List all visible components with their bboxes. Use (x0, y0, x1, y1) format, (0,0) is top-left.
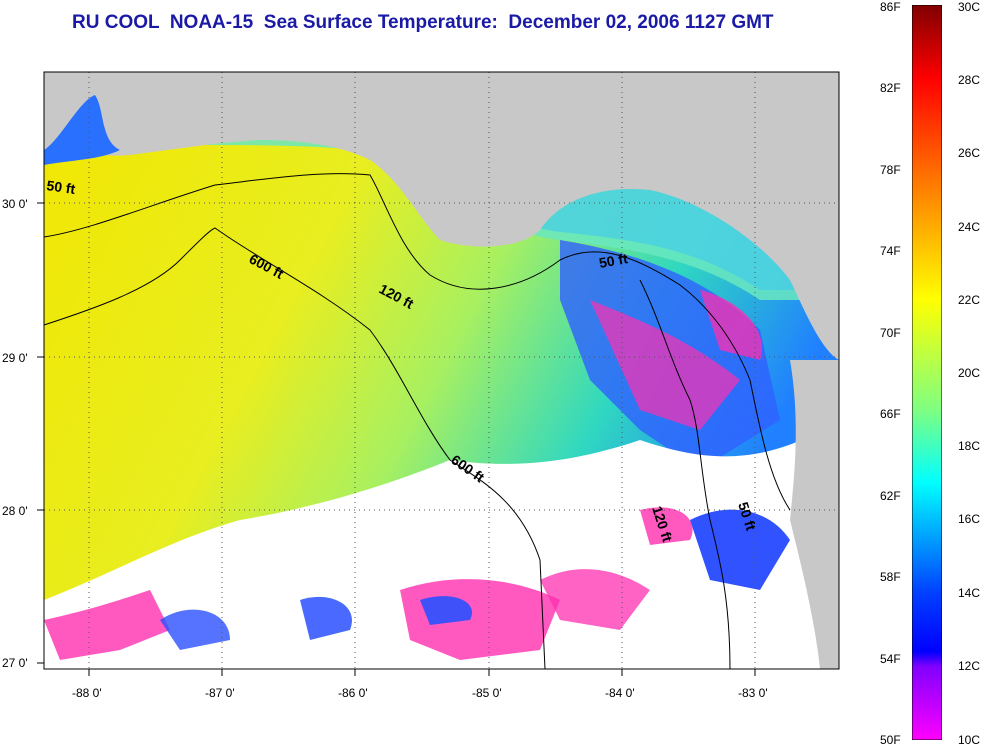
colorbar-f-label: 66F (880, 407, 901, 421)
colorbar-f-label: 50F (880, 733, 901, 747)
colorbar-c-label: 20C (958, 366, 981, 380)
colorbar-f-label: 82F (880, 81, 901, 95)
colorbar-c-label: 26C (958, 146, 981, 160)
lat-tick-label: 28 0' (2, 504, 28, 518)
colorbar-c-label: 10C (958, 733, 981, 747)
lon-tick-label: -87 0' (205, 686, 235, 700)
map-title: RU COOL NOAA-15 Sea Surface Temperature:… (72, 12, 774, 33)
colorbar-c-label: 14C (958, 586, 981, 600)
contour-label: 50 ft (46, 177, 77, 197)
lat-tick-label: 29 0' (2, 351, 28, 365)
contour-label: 50 ft (598, 250, 629, 271)
colorbar-c-label: 18C (958, 439, 981, 453)
colorbar-c-label: 12C (958, 659, 981, 673)
colorbar-f-label: 86F (880, 0, 901, 14)
colorbar-f-label: 62F (880, 489, 901, 503)
colorbar-f-label: 78F (880, 163, 901, 177)
colorbar-f-label: 58F (880, 570, 901, 584)
lon-tick-label: -84 0' (605, 686, 635, 700)
map-frame (44, 72, 839, 669)
lon-tick-label: -88 0' (72, 686, 102, 700)
lat-tick-label: 27 0' (2, 656, 28, 670)
lon-tick-label: -83 0' (738, 686, 768, 700)
colorbar-f-label: 74F (880, 244, 901, 258)
colorbar-f-label: 70F (880, 326, 901, 340)
depth-contours (43, 173, 791, 670)
lat-tick-label: 30 0' (2, 197, 28, 211)
colorbar-c-label: 30C (958, 0, 981, 14)
map-border (43, 71, 840, 670)
colorbar-c-label: 24C (958, 220, 981, 234)
colorbar-c-label: 16C (958, 512, 981, 526)
lon-tick-label: -85 0' (472, 686, 502, 700)
colorbar (912, 5, 942, 740)
lon-tick-label: -86 0' (338, 686, 368, 700)
colorbar-f-label: 54F (880, 652, 901, 666)
colorbar-c-label: 22C (958, 293, 981, 307)
colorbar-c-label: 28C (958, 73, 981, 87)
